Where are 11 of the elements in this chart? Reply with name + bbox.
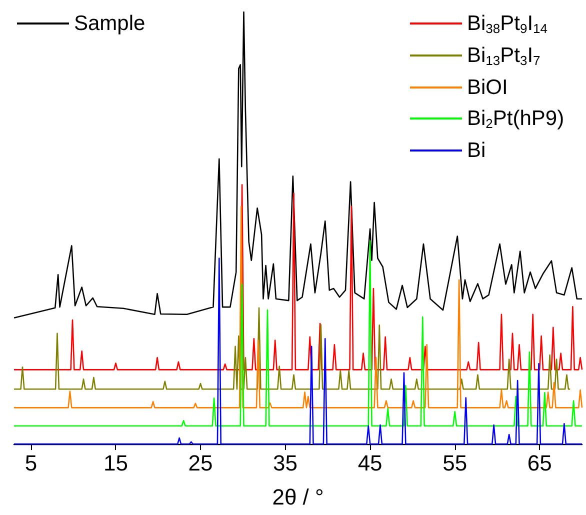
- x-tick-label: 55: [442, 450, 468, 476]
- x-tick-label: 45: [358, 450, 382, 476]
- x-tick-label: 25: [188, 450, 213, 476]
- x-tick-label: 65: [527, 450, 552, 476]
- legend-label: BiOI: [467, 76, 508, 99]
- x-tick-label: 35: [273, 450, 298, 476]
- x-tick-label: 5: [24, 450, 38, 476]
- x-tick-label: 15: [103, 450, 128, 476]
- legend-label: Sample: [74, 12, 146, 35]
- x-axis-title: 2θ / °: [272, 484, 324, 510]
- legend-label: Bi: [467, 139, 486, 162]
